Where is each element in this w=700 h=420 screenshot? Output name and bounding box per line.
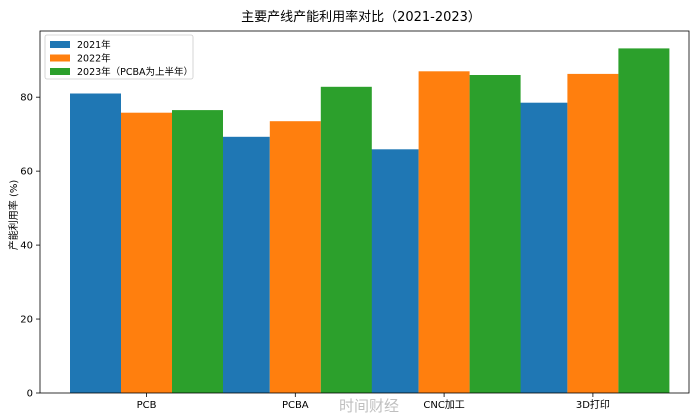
bar-PCBA-2022年 [269,121,321,393]
legend-label: 2023年（PCBA为上半年） [77,66,193,78]
x-tick-label: PCBA [282,400,309,411]
legend-label: 2022年 [77,53,111,65]
y-tick-label: 40 [20,241,33,252]
bar-3D打印-2022年 [567,73,619,394]
bar-PCB-2023年（PCBA为上半年） [172,110,223,393]
bar-3D打印-2023年（PCBA为上半年） [618,48,670,394]
chart-title: 主要产线产能利用率对比（2021-2023） [241,9,481,25]
legend-swatch [50,54,70,62]
legend-label: 2021年 [77,39,111,51]
x-tick-label: 3D打印 [576,398,610,411]
bar-CNC加工-2021年 [367,149,419,393]
y-axis-label: 产能利用率 (%) [7,180,20,251]
bar-PCBA-2021年 [218,136,270,394]
x-tick-label: PCB [137,400,157,411]
y-tick-label: 80 [20,93,33,104]
legend-box [44,34,194,80]
legend-swatch [50,68,70,75]
x-tick-label: CNC加工 [423,399,464,411]
bar-PCB-2021年 [70,93,121,393]
bar-CNC加工-2023年（PCBA为上半年） [469,75,521,393]
bar-PCB-2022年 [121,112,172,393]
bar-PCBA-2023年（PCBA为上半年） [320,86,372,394]
plot-area: 0 20 40 60 80 PCB PCBA CNC加工 3D打印 [20,30,690,411]
y-tick-label: 60 [20,167,33,178]
y-tick-label: 20 [20,315,33,326]
y-tick-label: 0 [27,389,33,400]
legend-swatch [50,41,70,48]
plot-frame [39,30,690,394]
watermark-text: 时间财经 [339,397,399,415]
bar-3D打印-2021年 [516,102,568,393]
bar-CNC加工-2022年 [418,71,470,394]
